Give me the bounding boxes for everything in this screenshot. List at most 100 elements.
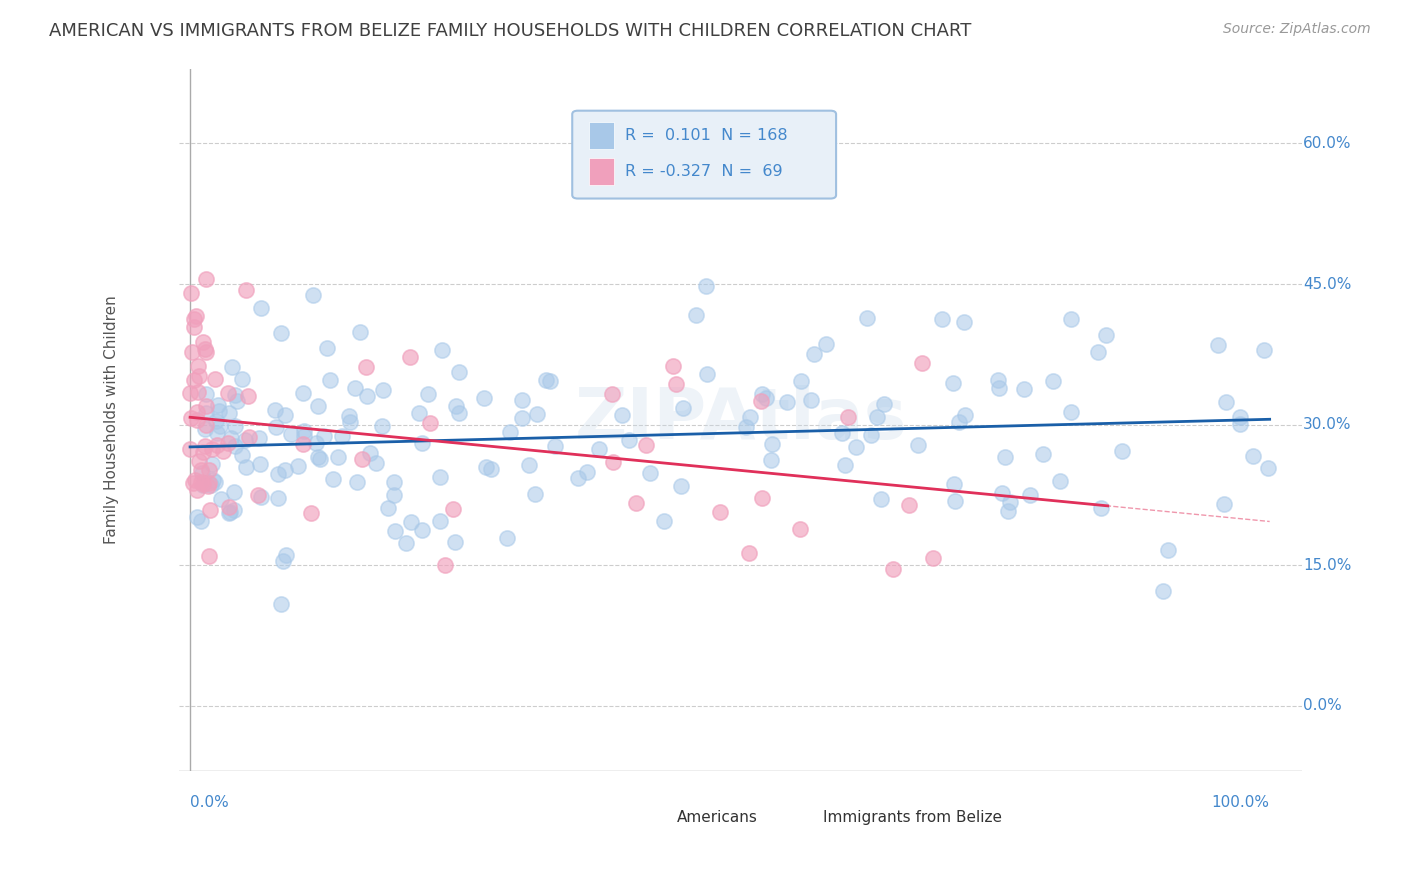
Point xyxy=(377,500,399,515)
Point xyxy=(602,455,624,469)
Point xyxy=(186,483,208,497)
Point xyxy=(408,406,430,420)
Point xyxy=(207,398,229,412)
Point xyxy=(188,453,211,467)
Point xyxy=(371,419,394,434)
Point xyxy=(475,460,498,475)
FancyBboxPatch shape xyxy=(589,159,614,186)
Point xyxy=(669,479,692,493)
Point xyxy=(1087,345,1109,359)
Point xyxy=(1019,488,1042,502)
Point xyxy=(626,496,648,510)
Text: AMERICAN VS IMMIGRANTS FROM BELIZE FAMILY HOUSEHOLDS WITH CHILDREN CORRELATION C: AMERICAN VS IMMIGRANTS FROM BELIZE FAMIL… xyxy=(49,22,972,40)
Point xyxy=(235,283,257,297)
Point xyxy=(1059,312,1081,326)
Point xyxy=(429,514,451,528)
Point xyxy=(856,310,879,325)
Point xyxy=(496,531,519,545)
Point xyxy=(236,389,259,403)
Point xyxy=(270,326,292,340)
Point xyxy=(247,431,270,445)
Point xyxy=(179,385,201,400)
Point xyxy=(302,288,325,302)
Point xyxy=(231,372,253,386)
Point xyxy=(870,492,893,507)
Point xyxy=(270,597,292,611)
Point xyxy=(755,391,778,405)
Point xyxy=(444,399,467,413)
Point xyxy=(194,439,217,453)
Point xyxy=(181,345,204,359)
Point xyxy=(803,347,825,361)
Text: 0.0%: 0.0% xyxy=(1303,698,1341,714)
Point xyxy=(343,381,366,395)
Point xyxy=(1229,410,1251,425)
Point xyxy=(751,386,773,401)
Point xyxy=(695,279,717,293)
Point xyxy=(339,416,361,430)
Point xyxy=(204,414,226,428)
Text: 15.0%: 15.0% xyxy=(1303,558,1351,573)
Point xyxy=(662,359,685,373)
Point xyxy=(567,471,589,485)
Point xyxy=(751,491,773,505)
Point xyxy=(291,385,314,400)
Point xyxy=(988,380,1011,394)
Point xyxy=(322,472,344,486)
Point xyxy=(395,535,418,549)
Point xyxy=(292,437,315,451)
Point xyxy=(184,473,207,487)
Text: Family Households with Children: Family Households with Children xyxy=(104,295,120,544)
Text: Immigrants from Belize: Immigrants from Belize xyxy=(823,810,1001,824)
Point xyxy=(911,356,934,370)
Point xyxy=(399,516,422,530)
Point xyxy=(219,431,242,445)
Point xyxy=(224,438,246,452)
Point xyxy=(187,359,209,374)
Point xyxy=(330,429,353,443)
Point xyxy=(271,554,294,568)
Point xyxy=(1094,328,1116,343)
Point xyxy=(1152,584,1174,599)
Point xyxy=(696,367,718,381)
Point xyxy=(218,506,240,520)
Point xyxy=(1229,417,1251,431)
Point xyxy=(194,399,217,413)
Point xyxy=(382,475,405,490)
Point xyxy=(319,374,342,388)
Point xyxy=(233,433,256,447)
Point xyxy=(195,418,218,433)
Point xyxy=(356,359,378,374)
Point xyxy=(419,416,441,430)
Text: 0.0%: 0.0% xyxy=(190,795,229,810)
Point xyxy=(337,409,360,423)
Point xyxy=(776,395,799,409)
Point xyxy=(267,467,290,482)
Point xyxy=(217,386,239,401)
Point xyxy=(652,514,675,528)
Point xyxy=(186,510,208,524)
Point xyxy=(350,452,373,467)
Point xyxy=(195,272,218,286)
Point xyxy=(180,286,202,301)
Point xyxy=(734,419,756,434)
Point xyxy=(346,475,368,489)
Point xyxy=(197,463,219,477)
Point xyxy=(685,309,707,323)
Point xyxy=(194,422,217,436)
Point xyxy=(305,435,328,450)
Point xyxy=(1090,500,1112,515)
Point xyxy=(205,426,228,441)
Point xyxy=(814,336,837,351)
Point xyxy=(411,523,433,537)
Point xyxy=(209,491,232,506)
Point xyxy=(1032,446,1054,460)
Point xyxy=(510,392,533,407)
Point xyxy=(186,405,208,419)
Point xyxy=(222,503,245,517)
Point xyxy=(526,407,548,421)
Point xyxy=(205,438,228,452)
Point xyxy=(250,490,273,504)
Point xyxy=(218,406,240,420)
Point xyxy=(356,389,378,403)
